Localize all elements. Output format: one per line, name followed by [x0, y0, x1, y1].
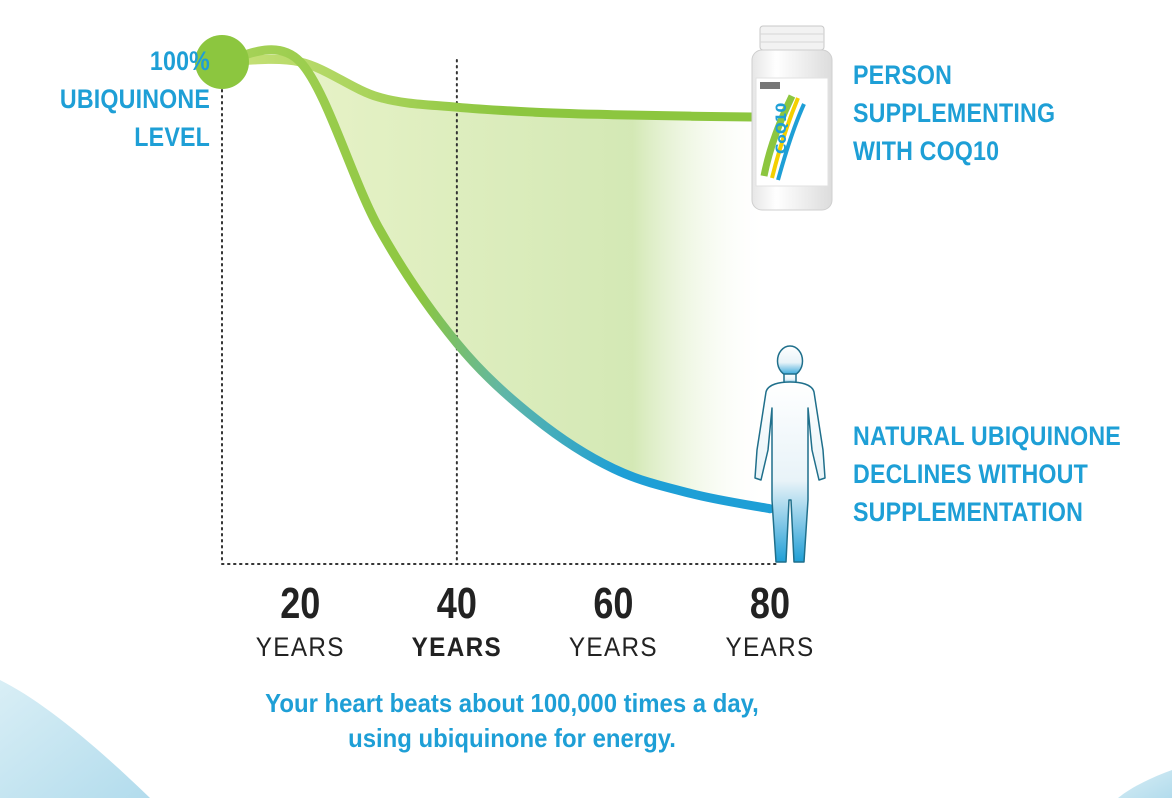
footnote: Your heart beats about 100,000 times a d…: [140, 686, 884, 756]
x-tick-unit: YEARS: [412, 633, 502, 662]
supplement-annotation: PERSON SUPPLEMENTING WITH COQ10: [853, 60, 1056, 166]
bottle-label: CoQ10: [774, 102, 790, 154]
x-tick-unit: YEARS: [725, 633, 814, 662]
natural-annotation: NATURAL UBIQUINONE DECLINES WITHOUT SUPP…: [853, 421, 1121, 527]
x-axis-ticks: 20 YEARS 40 YEARS 60 YEARS 80 YEARS: [256, 579, 814, 663]
corner-swoosh-right: [1118, 770, 1172, 798]
x-tick-number: 20: [280, 579, 320, 628]
x-tick-unit: YEARS: [256, 633, 345, 662]
supplement-bottle-icon: CoQ10: [751, 25, 833, 211]
x-tick-unit: YEARS: [569, 633, 658, 662]
series-line-supplement: [217, 54, 775, 122]
start-annotation: 100% UBIQUINONE LEVEL: [59, 46, 210, 152]
series-line-natural: [217, 45, 775, 514]
footnote-line: Your heart beats about 100,000 times a d…: [265, 688, 759, 718]
reference-lines: [221, 59, 779, 565]
fill-area: [222, 49, 770, 509]
human-silhouette-icon: [754, 345, 826, 563]
area-between-curves: [222, 49, 770, 509]
x-tick-number: 60: [593, 579, 633, 628]
corner-swoosh-left: [0, 680, 150, 798]
x-tick-number: 40: [437, 579, 477, 628]
series-lines: [195, 35, 775, 514]
footnote-line: using ubiquinone for energy.: [348, 723, 676, 753]
x-tick-number: 80: [750, 579, 790, 628]
start-point-marker: [195, 35, 249, 89]
